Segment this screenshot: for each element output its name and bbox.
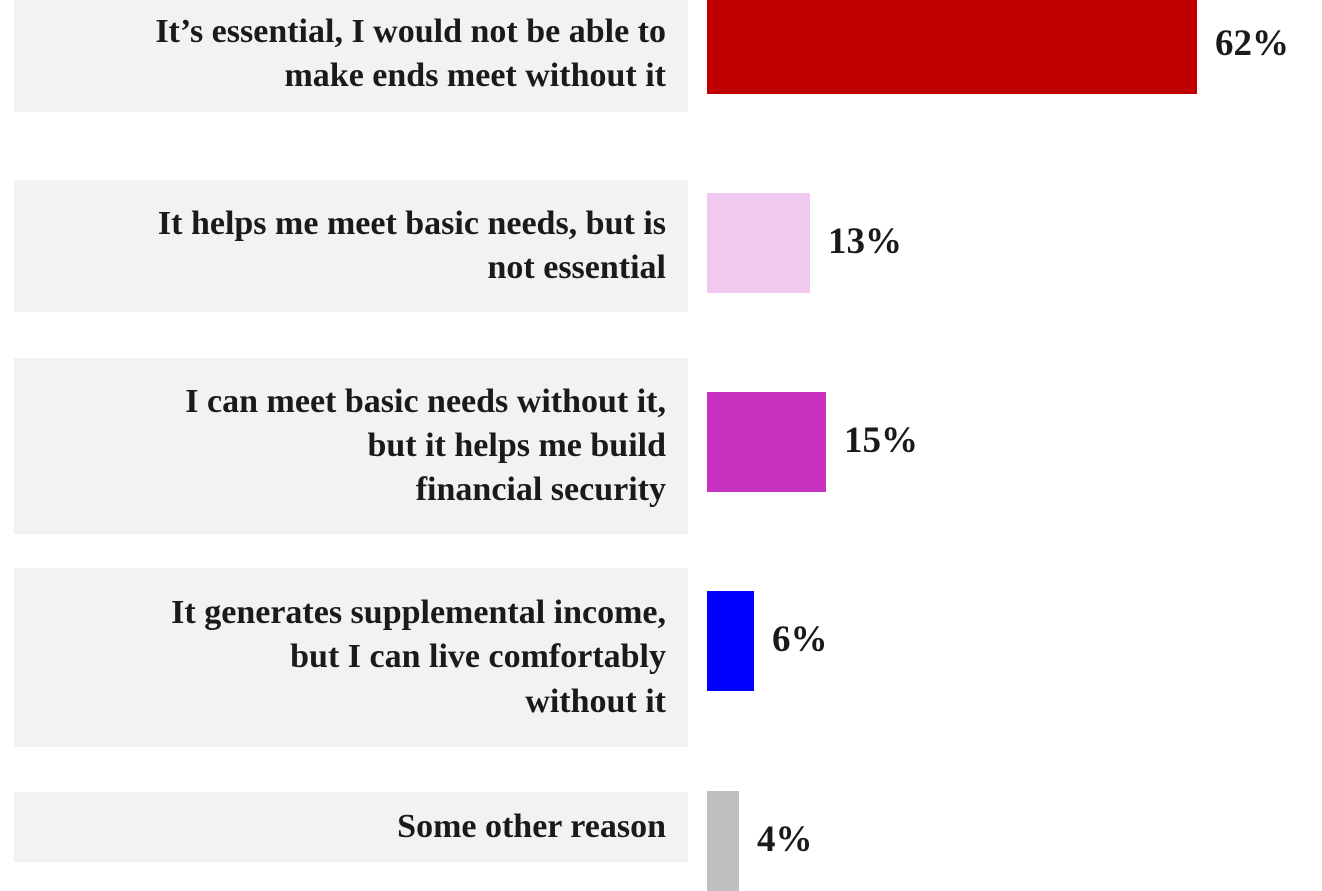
- category-label: It generates supplemental income, but I …: [171, 594, 666, 720]
- category-label-box: Some other reason: [14, 792, 688, 862]
- value-label: 15%: [844, 420, 918, 461]
- value-label: 62%: [1215, 23, 1289, 64]
- category-label: Some other reason: [397, 807, 666, 845]
- bar: [707, 193, 810, 293]
- bar: [707, 591, 754, 691]
- category-label-box: It generates supplemental income, but I …: [14, 568, 688, 747]
- category-label: It helps me meet basic needs, but is not…: [157, 204, 666, 286]
- bar: [707, 0, 1197, 94]
- category-label-box: I can meet basic needs without it, but i…: [14, 358, 688, 534]
- category-label: I can meet basic needs without it, but i…: [185, 382, 666, 509]
- value-label: 4%: [757, 819, 813, 860]
- bar: [707, 791, 739, 891]
- bar: [707, 392, 826, 492]
- category-label-box: It helps me meet basic needs, but is not…: [14, 180, 688, 312]
- category-label: It’s essential, I would not be able to m…: [155, 12, 666, 94]
- category-label-box: It’s essential, I would not be able to m…: [14, 0, 688, 112]
- value-label: 6%: [772, 619, 828, 660]
- value-label: 13%: [828, 221, 902, 262]
